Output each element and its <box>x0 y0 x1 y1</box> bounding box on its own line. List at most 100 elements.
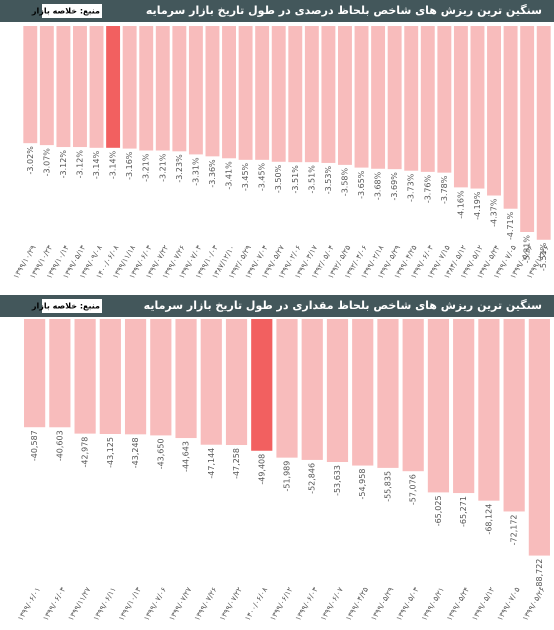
bar <box>354 26 369 168</box>
chart-title: سنگین ترین ریزش های شاخص بلحاظ درصدی در … <box>146 4 542 17</box>
bar <box>188 26 203 155</box>
value-label: -3.16% <box>125 151 134 180</box>
value-label: -54,958 <box>358 469 367 500</box>
value-label: -51,989 <box>283 461 292 492</box>
bar <box>49 319 71 428</box>
value-label: -42,978 <box>81 437 90 468</box>
x-tick-label: ۱۳۹۹/۰۵/۲۱ <box>419 586 445 623</box>
value-label: -88,722 <box>535 559 544 590</box>
value-label: -3.23% <box>175 154 184 183</box>
value-label: -68,124 <box>484 504 493 535</box>
value-label: -65,271 <box>459 496 468 527</box>
value-label: -3.50% <box>274 164 283 193</box>
bar <box>139 26 154 151</box>
x-tick-label: ۱۳۹۹/۱۰/۱۳ <box>117 586 143 623</box>
value-label: -3.53% <box>324 166 333 195</box>
bar <box>222 26 236 159</box>
value-label: -47,144 <box>207 448 216 479</box>
bar <box>478 319 500 501</box>
bar <box>420 26 435 172</box>
x-tick-label: ۱۳۹۹/۰۵/۲۹ <box>369 586 395 623</box>
bar <box>225 319 248 446</box>
header-bar <box>0 0 554 22</box>
x-tick-label: ۱۳۹۹/۰۷/۰۵ <box>495 586 521 623</box>
bar <box>503 26 518 209</box>
x-tick-label: ۱۳۹۹/۰۴/۲۵ <box>344 586 370 623</box>
source-box <box>42 299 102 313</box>
bar <box>321 26 336 163</box>
x-tick-label: ۱۳۹۹/۰۶/۰۳ <box>41 586 67 623</box>
value-label: -3.31% <box>191 157 200 186</box>
bar <box>487 26 501 196</box>
bar <box>271 26 286 162</box>
bar <box>387 26 402 170</box>
value-label: -3.51% <box>291 165 300 194</box>
bar <box>175 319 197 439</box>
value-label: -55,835 <box>383 471 392 502</box>
bar <box>453 319 475 494</box>
value-label: -44,643 <box>182 441 191 472</box>
value-label: -3.68% <box>374 171 383 200</box>
bar <box>404 26 419 171</box>
value-label: -40,587 <box>30 430 39 461</box>
bar <box>155 26 170 151</box>
value-label: -3.21% <box>142 153 151 182</box>
bar <box>437 26 452 173</box>
x-tick-label: ۱۳۹۹/۰۵/۲۴ <box>445 586 471 623</box>
bar <box>205 26 220 157</box>
value-label: -57,076 <box>409 474 418 505</box>
bar <box>528 319 550 556</box>
bar <box>288 26 303 163</box>
bar <box>172 26 187 152</box>
value-label: -3.78% <box>440 175 449 204</box>
value-label: -5.51% <box>539 242 548 271</box>
x-tick-label: ۱۳۹۹/۱۱/۲۷ <box>66 586 92 623</box>
bar <box>276 319 298 458</box>
bar <box>377 319 399 468</box>
bar <box>326 319 349 463</box>
value-label: -52,846 <box>308 463 317 494</box>
value-label: -3.58% <box>340 167 349 196</box>
bar <box>106 26 121 148</box>
value-label: -4.71% <box>506 211 515 240</box>
header-bar <box>0 295 554 317</box>
x-tick-label: ۱۳۹۹/۰۷/۰۶ <box>142 586 168 623</box>
bar <box>427 319 450 493</box>
bar <box>338 26 352 165</box>
value-label: -5.31% <box>523 235 532 264</box>
value-label: -3.21% <box>158 153 167 182</box>
value-label: -53,633 <box>333 465 342 496</box>
value-label: -4.19% <box>473 191 482 220</box>
x-tick-label: ۱۳۹۹/۰۶/۱۱ <box>91 586 117 623</box>
bar <box>89 26 104 148</box>
value-label: -3.65% <box>357 170 366 199</box>
x-tick-label: ۱۳۹۹/۰۵/۰۳ <box>394 586 420 623</box>
value-label: -3.45% <box>241 162 250 191</box>
bar <box>536 26 551 240</box>
value-label: -3.45% <box>258 162 267 191</box>
bar <box>520 26 535 232</box>
value-label: -3.07% <box>42 148 51 177</box>
bar <box>304 26 319 163</box>
x-tick-label: ۱۳۹۹/۰۶/۰۷ <box>319 586 345 623</box>
bar <box>453 26 468 188</box>
bar <box>371 26 386 169</box>
bar <box>251 319 273 451</box>
x-tick-label: ۱۳۹۹/۰۷/۲۷ <box>167 586 193 623</box>
value-label: -3.02% <box>26 146 35 175</box>
source-box <box>42 4 102 18</box>
x-tick-label: ۱۴۰۰/۰۶/۰۸ <box>243 586 269 623</box>
bar <box>73 26 87 148</box>
value-label: -3.41% <box>225 161 234 190</box>
value-label: -4.16% <box>456 190 465 219</box>
value-label: -43,248 <box>131 437 140 468</box>
bar <box>124 319 147 435</box>
value-label: -3.12% <box>59 150 68 179</box>
bar <box>24 319 46 428</box>
x-tick-label: ۱۳۹۹/۰۷/۲۲ <box>218 586 244 623</box>
x-tick-label: ۱۳۹۹/۰۶/۰۳ <box>293 586 319 623</box>
bar <box>23 26 38 144</box>
value-label: -40,603 <box>55 430 64 461</box>
bar <box>150 319 172 436</box>
